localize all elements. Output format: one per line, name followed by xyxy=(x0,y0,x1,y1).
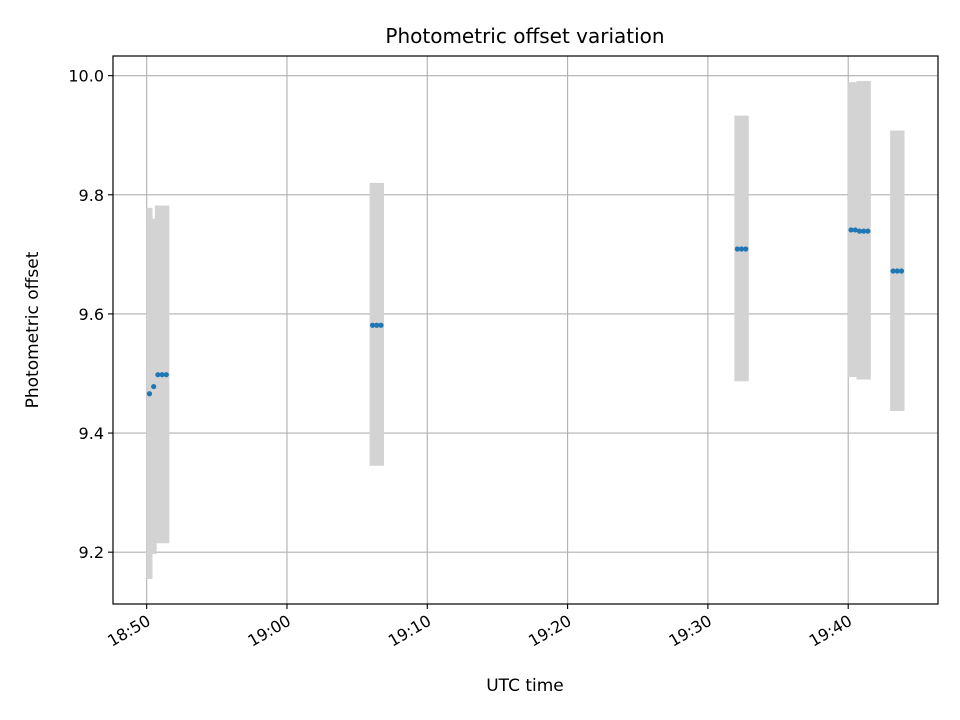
data-point xyxy=(155,372,161,378)
data-point xyxy=(898,268,905,274)
plot-frame xyxy=(112,55,939,605)
data-point xyxy=(374,322,380,328)
chart-title: Photometric offset variation xyxy=(385,24,664,48)
data-points xyxy=(146,227,905,397)
data-point xyxy=(163,372,169,378)
y-tick-label: 9.2 xyxy=(79,543,104,562)
x-axis-label: UTC time xyxy=(486,676,564,696)
data-point xyxy=(865,228,871,234)
y-tick-label: 9.8 xyxy=(79,186,104,205)
plot-area-background xyxy=(113,56,938,604)
data-point xyxy=(738,246,745,252)
grid xyxy=(113,56,938,604)
data-point xyxy=(856,228,863,234)
data-point xyxy=(852,227,858,233)
data-point xyxy=(890,268,896,274)
data-point xyxy=(151,383,157,390)
data-point xyxy=(734,246,740,252)
data-point xyxy=(146,391,153,397)
y-tick-label: 10.0 xyxy=(68,67,104,86)
data-point xyxy=(848,227,854,233)
data-point xyxy=(159,372,165,378)
data-point xyxy=(369,322,376,328)
y-tick-label: 9.4 xyxy=(79,424,104,443)
y-tick-label: 9.6 xyxy=(79,305,104,324)
data-point xyxy=(378,322,384,328)
data-point xyxy=(894,268,900,274)
y-axis-label: Photometric offset xyxy=(23,251,43,408)
data-point xyxy=(861,228,867,234)
data-point xyxy=(743,246,749,252)
